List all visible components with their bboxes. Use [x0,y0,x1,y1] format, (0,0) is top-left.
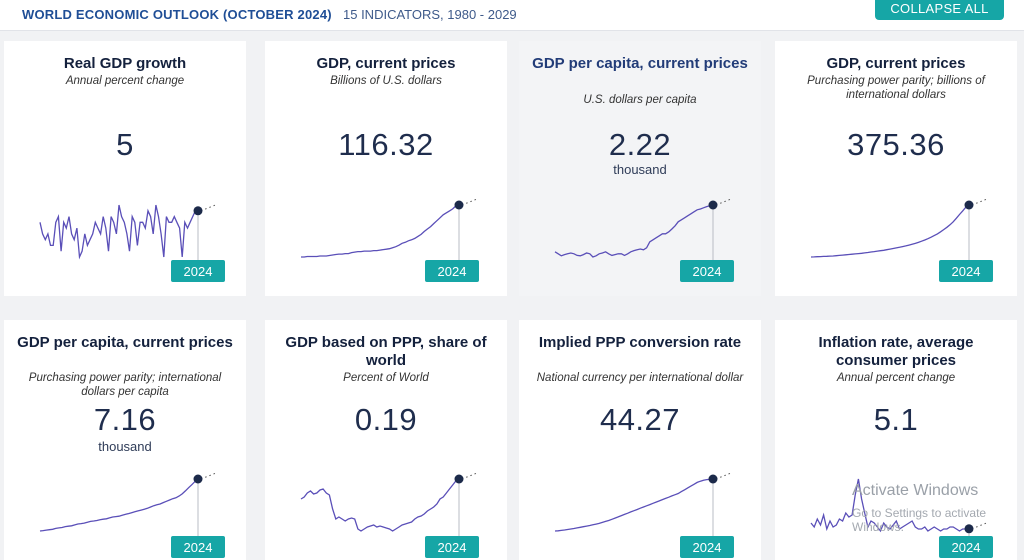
indicator-card[interactable]: GDP, current prices Purchasing power par… [775,41,1017,296]
card-value: 0.19 [354,402,418,437]
sparkline-series [301,204,460,258]
card-unit: Purchasing power parity; international d… [28,372,222,398]
indicator-card[interactable]: Real GDP growth Annual percent change 5 … [4,41,246,296]
sparkline-series [39,478,199,532]
sparkline-chart [810,478,988,545]
current-year-marker [454,474,464,484]
sparkline-chart [39,472,217,545]
year-badge[interactable]: 2024 [680,260,734,282]
current-year-marker [708,474,718,484]
sparkline-series [300,478,460,532]
card-unit: National currency per international doll… [536,372,744,384]
card-title: GDP based on PPP, share of world [285,334,487,369]
card-unit: Purchasing power parity; billions of int… [807,75,985,101]
card-unit: Annual percent change [65,75,185,87]
card-value: 116.32 [338,127,434,162]
year-badge[interactable]: 2024 [680,536,734,558]
card-value: 5 [116,127,134,162]
projection-dots [971,198,988,206]
indicator-card[interactable]: GDP per capita, current prices U.S. doll… [519,41,761,296]
sparkline-chart [810,198,988,271]
sparkline-chart [554,198,732,271]
current-year-marker [193,206,203,216]
report-title[interactable]: WORLD ECONOMIC OUTLOOK (OCTOBER 2024) [22,7,332,22]
projection-dots [461,472,478,480]
card-unit: U.S. dollars per capita [583,94,697,106]
value-multiplier: thousand [613,162,667,177]
card-title: Inflation rate, average consumer prices [818,334,974,369]
year-badge[interactable]: 2024 [939,536,993,558]
indicator-card[interactable]: GDP, current prices Billions of U.S. dol… [265,41,507,296]
indicator-card[interactable]: GDP per capita, current prices Purchasin… [4,320,246,560]
sparkline-series [39,204,198,260]
current-year-marker [964,524,974,534]
card-unit: Annual percent change [836,372,956,384]
sparkline-chart [39,204,217,271]
card-unit: Billions of U.S. dollars [330,75,442,87]
year-badge[interactable]: 2024 [939,260,993,282]
card-value: 7.16 [93,402,157,437]
collapse-all-button[interactable]: COLLAPSE ALL [875,0,1004,20]
card-title: Implied PPP conversion rate [538,334,742,351]
sparkline-series [554,204,714,258]
sparkline-chart [300,472,478,545]
sparkline-series [554,478,714,532]
card-title: Real GDP growth [63,55,187,72]
value-multiplier: thousand [98,439,152,454]
sparkline-series [810,478,970,533]
current-year-marker [964,200,974,210]
sparkline-chart [301,198,478,271]
year-badge[interactable]: 2024 [171,260,225,282]
indicator-card[interactable]: Inflation rate, average consumer prices … [775,320,1017,560]
year-badge[interactable]: 2024 [171,536,225,558]
card-title: GDP, current prices [316,55,456,72]
projection-dots [200,472,217,480]
card-value: 5.1 [873,402,919,437]
projection-dots [715,198,732,206]
current-year-marker [454,200,464,210]
sparkline-series [810,204,970,258]
year-badge[interactable]: 2024 [425,536,479,558]
projection-dots [200,204,217,212]
projection-dots [715,472,732,480]
projection-dots [971,522,988,530]
year-badge[interactable]: 2024 [425,260,479,282]
card-value: 44.27 [599,402,681,437]
current-year-marker [193,474,203,484]
card-value: 375.36 [847,127,945,162]
indicator-count: 15 INDICATORS, 1980 - 2029 [343,7,517,22]
card-title: GDP per capita, current prices [532,55,748,72]
card-title: GDP per capita, current prices [17,334,233,351]
sparkline-chart [554,472,732,545]
indicator-card[interactable]: GDP based on PPP, share of world Percent… [265,320,507,560]
card-unit: Percent of World [343,372,429,384]
projection-dots [461,198,478,206]
top-bar: WORLD ECONOMIC OUTLOOK (OCTOBER 2024) 15… [0,0,1024,31]
card-title: GDP, current prices [826,55,966,72]
current-year-marker [708,200,718,210]
indicator-card[interactable]: Implied PPP conversion rate National cur… [519,320,761,560]
card-value: 2.22 [608,127,672,162]
